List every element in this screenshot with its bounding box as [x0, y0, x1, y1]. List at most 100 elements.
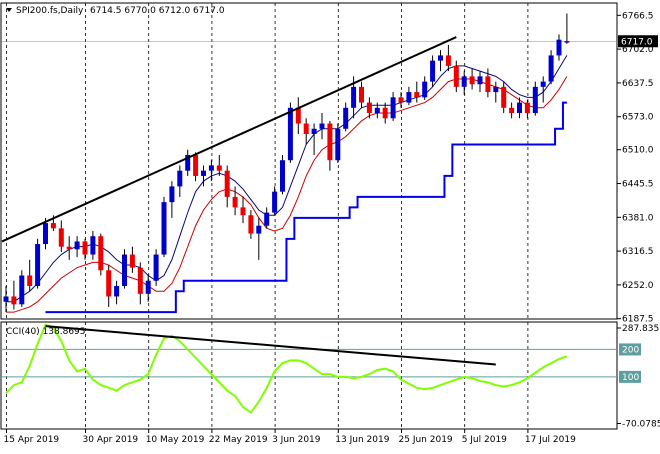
candle: [445, 44, 451, 72]
candle: [501, 81, 507, 114]
candle-body: [43, 223, 48, 245]
candle: [485, 68, 491, 98]
candle-body: [122, 254, 127, 286]
y-tick-label: 6187.5: [622, 315, 654, 325]
candle-body: [185, 154, 191, 171]
candle: [3, 285, 9, 313]
x-tick-label: 30 Apr 2019: [83, 435, 139, 445]
candle-body: [201, 170, 206, 176]
candle: [161, 196, 167, 258]
candle: [280, 154, 285, 195]
candle: [295, 97, 301, 135]
candle-body: [501, 86, 507, 108]
candle: [129, 246, 135, 273]
candle-body: [398, 97, 404, 103]
candle: [548, 50, 554, 85]
candle: [153, 249, 159, 286]
ohlc-label: 6714.5 6770.0 6712.0 6717.0: [90, 6, 225, 16]
candle-body: [50, 223, 56, 229]
candle: [58, 220, 64, 252]
price-trendline: [1, 36, 457, 243]
candle-body: [256, 225, 262, 234]
candles: [3, 13, 570, 313]
candle: [240, 196, 246, 224]
candle: [335, 123, 341, 163]
candle-body: [445, 55, 451, 66]
cci-level-box: [619, 370, 641, 383]
candle-body: [438, 55, 443, 61]
candle: [201, 165, 206, 187]
candle: [524, 99, 530, 119]
y-tick-label: 6316.5: [622, 247, 654, 257]
candle: [232, 186, 238, 216]
candle: [169, 181, 175, 218]
candle-body: [406, 92, 412, 103]
x-tick-label: 15 Apr 2019: [4, 435, 60, 445]
candle-body: [74, 241, 80, 250]
trendline[interactable]: [1, 36, 457, 243]
cci-series-line: [5, 323, 568, 414]
x-tick-label: 25 Jun 2019: [399, 435, 453, 445]
candle: [469, 68, 475, 90]
candle: [406, 86, 412, 106]
candle-body: [390, 97, 396, 119]
candle-body: [27, 275, 33, 286]
candle: [137, 262, 143, 305]
chart-header: SPI200.fs,Daily 6714.5 6770.0 6712.0 671…: [6, 6, 225, 16]
y-tick-label: 6381.0: [622, 213, 654, 223]
cci-trendline[interactable]: [45, 325, 496, 366]
candle-body: [224, 170, 230, 197]
candle-body: [208, 165, 214, 171]
candle: [90, 230, 96, 260]
candle-body: [19, 275, 25, 305]
candle: [216, 154, 222, 176]
candle: [382, 102, 388, 124]
candle-body: [114, 285, 120, 297]
candle: [74, 236, 80, 258]
candle-body: [469, 76, 475, 85]
candle-body: [106, 270, 112, 297]
candle: [248, 209, 254, 239]
cci-line: [5, 323, 568, 414]
candle-body: [129, 254, 135, 268]
candle-body: [137, 267, 143, 294]
candle-body: [193, 154, 199, 176]
candle: [82, 238, 88, 260]
candle-body: [343, 107, 349, 129]
cci-panel: [0, 321, 618, 430]
stop-line: [45, 101, 567, 314]
cci-levels: 200 100: [1, 343, 641, 383]
collapse-triangle-icon[interactable]: [6, 8, 12, 12]
candle: [556, 34, 562, 61]
price-panel: [0, 2, 618, 320]
candle: [43, 217, 48, 250]
candle-body: [335, 128, 341, 161]
candle-body: [430, 60, 436, 82]
candle: [122, 249, 127, 289]
candle: [414, 81, 420, 103]
candle-body: [311, 128, 317, 135]
candle-body: [477, 76, 483, 85]
candle-body: [98, 236, 104, 271]
candle: [106, 265, 112, 307]
cci-level-label: 100: [622, 373, 639, 383]
candle-body: [382, 107, 388, 119]
candle-body: [548, 55, 554, 82]
candle: [319, 113, 325, 140]
y-tick-label: 6637.5: [622, 79, 654, 89]
candle: [27, 259, 33, 292]
x-tick-label: 22 May 2019: [209, 435, 268, 445]
cci-axis: 287.8357 -70.0785: [617, 324, 660, 430]
candle-body: [35, 244, 41, 286]
candle: [461, 71, 467, 95]
candle: [366, 97, 372, 119]
y-tick-label: 6510.0: [622, 146, 654, 156]
candle-body: [564, 41, 570, 43]
last-price-marker: 6717.0: [618, 35, 658, 48]
candle: [438, 50, 443, 72]
candle: [272, 186, 278, 216]
x-tick-label: 17 Jul 2019: [525, 435, 576, 445]
price-axis: 6766.5 6702.0 6637.5 6573.0 6510.0 6445.5 6381…: [617, 11, 654, 325]
candle-body: [453, 65, 459, 87]
candle-body: [461, 76, 467, 87]
